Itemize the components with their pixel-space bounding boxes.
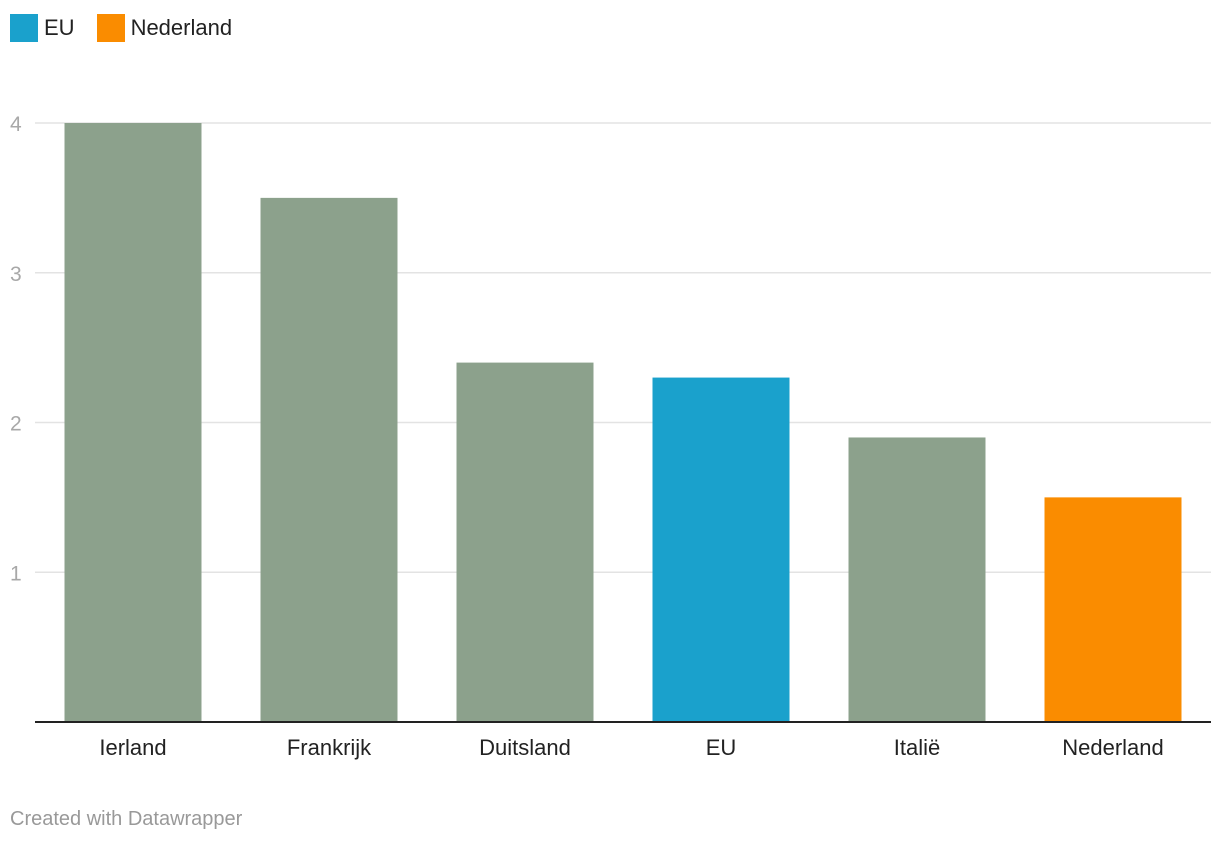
footer-credit: Created with Datawrapper [10,808,243,830]
x-category-labels: Ierland Frankrijk Duitsland EU Italië Nederla… [99,735,1163,760]
legend-swatch-eu [10,14,38,42]
legend: EU Nederland [10,13,254,43]
x-category-label: Nederland [1062,735,1164,760]
y-tick-labels: 1 2 3 4 [10,113,22,585]
x-category-label: Ierland [99,735,166,760]
bar [64,123,202,722]
gridlines [35,122,1211,573]
bar [260,197,398,722]
bar [456,362,594,722]
bar [652,377,790,722]
bar [1044,497,1182,722]
legend-item-nederland: Nederland [96,14,233,42]
x-category-label: Frankrijk [287,735,372,760]
y-tick-label: 4 [10,113,22,136]
legend-label-eu: EU [44,15,75,40]
x-category-label: Duitsland [479,735,571,760]
y-tick-label: 1 [10,562,22,585]
bar-chart: 1 2 3 4 Ierland Frankrijk Duitsland EU Italië Ne… [10,113,1211,760]
x-category-label: Italië [894,735,940,760]
bar [848,437,986,722]
legend-label-nederland: Nederland [130,15,233,40]
y-tick-label: 3 [10,263,22,286]
y-tick-label: 2 [10,413,22,436]
x-category-label: EU [706,735,737,760]
legend-swatch-nederland [96,14,125,42]
legend-item-eu: EU [10,14,75,42]
bars [64,123,1182,722]
